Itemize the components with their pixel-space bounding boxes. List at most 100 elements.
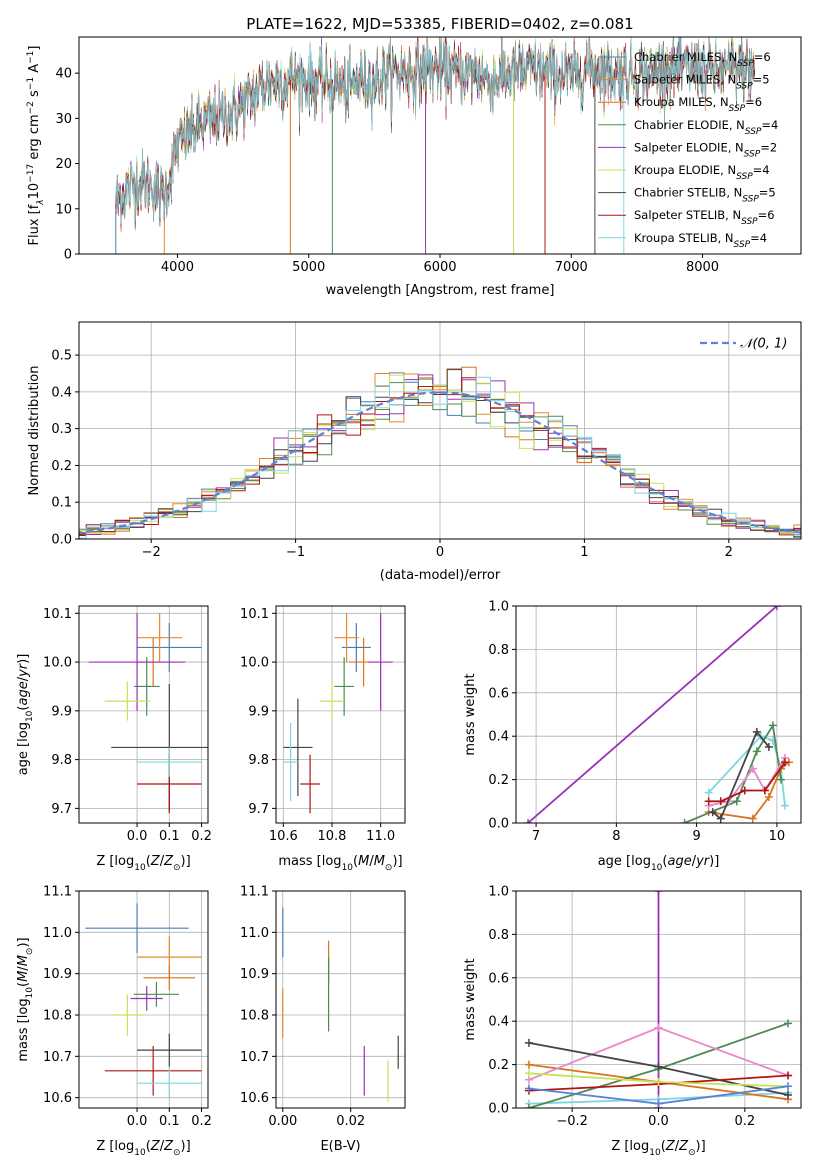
mass-weight-marker [654, 1077, 663, 1086]
mass-weight-marker [780, 801, 789, 810]
mass-weight-line-3 [684, 722, 782, 823]
plot-area [282, 907, 399, 1102]
x-tick-label: 10.8 [318, 829, 347, 844]
legend-label: Salpeter STELIB, NSSP=6 [634, 208, 775, 227]
y-tick-label: 0 [64, 248, 72, 263]
y-tick-label: 10.6 [43, 1091, 72, 1106]
x-tick-label: 0.2 [735, 1114, 756, 1129]
ticks: 0.00 0.02 10.6 10.7 10.8 10.9 11.0 11.1 [240, 885, 365, 1130]
y-tick-label: 1.0 [488, 600, 509, 615]
mass-weight-marker [764, 743, 773, 752]
mass-weight-marker [768, 721, 777, 730]
gridlines [276, 890, 405, 1108]
spectrum-line-8 [115, 37, 756, 224]
legend-label: Chabrier ELODIE, NSSP=4 [634, 118, 778, 137]
spectrum-ylabel: Flux [fλ10−17 erg cm−2 s−1 A−1] [26, 46, 46, 246]
x-tick-label: 10.6 [269, 829, 298, 844]
y-tick-label: 9.9 [248, 704, 269, 719]
x-tick-label: 0.0 [127, 1114, 148, 1129]
mass-weight-marker [704, 788, 713, 797]
gridlines [276, 606, 405, 823]
ticks: 0.0 0.1 0.2 9.7 9.8 9.9 10.0 10.1 [43, 607, 212, 844]
x-tick-label: 0.2 [191, 1114, 212, 1129]
mass-weight-marker [708, 808, 717, 817]
y-tick-label: 0.8 [488, 928, 509, 943]
y-tick-label: 0.3 [51, 422, 72, 437]
normal-curve [79, 391, 801, 534]
ticks: 0.0 0.1 0.2 10.6 10.7 10.8 10.9 11.0 11.1 [43, 885, 212, 1130]
x-tick-label: 1 [580, 545, 588, 560]
y-tick-label: 10.0 [240, 656, 269, 671]
mass-weight-marker [740, 786, 749, 795]
x-tick-label: 0.0 [127, 829, 148, 844]
plot-area [79, 366, 801, 539]
mass-weight-marker [524, 1104, 533, 1108]
mass-weight-marker [784, 1071, 793, 1080]
y-tick-label: 10.9 [240, 967, 269, 982]
mass-vs-ebv-panel: 0.00 0.02 10.6 10.7 10.8 10.9 11.0 11.1 E(B-V) [240, 885, 406, 1154]
legend-label: Salpeter ELODIE, NSSP=2 [634, 140, 777, 159]
mass-weight-vs-Z-ylabel: mass weight [463, 958, 478, 1040]
axes-frame [78, 890, 209, 1109]
plot-area [115, 37, 756, 254]
mass-weight-marker [680, 819, 689, 823]
axes-frame [78, 605, 209, 824]
spectrum-panel: 4000 5000 6000 7000 8000 0 10 20 30 40 wavelength … [26, 36, 802, 298]
plot-area [88, 613, 208, 814]
y-tick-label: 10.0 [43, 656, 72, 671]
plot-area [283, 613, 393, 814]
y-tick-label: 0.5 [51, 349, 72, 364]
x-tick-label: 0 [436, 545, 444, 560]
y-tick-label: 10 [55, 202, 72, 217]
mass-weight-line-6 [708, 761, 786, 803]
mass-weight-marker [776, 775, 785, 784]
y-tick-label: 10.8 [43, 1009, 72, 1024]
axes-frame [515, 890, 802, 1109]
mass-weight-marker [784, 1090, 793, 1099]
x-tick-label: 6000 [423, 260, 456, 275]
x-tick-label: 7 [532, 829, 540, 844]
age-vs-Z-ylabel: age [log10(age/yr)] [16, 654, 35, 776]
residuals-ylabel: Normed distribution [27, 366, 42, 496]
axes-frame [78, 321, 802, 540]
residuals-xlabel: (data-model)/error [380, 568, 501, 583]
y-tick-label: 9.7 [248, 802, 269, 817]
x-tick-label: 0.2 [191, 829, 212, 844]
y-tick-label: 10.8 [240, 1009, 269, 1024]
y-tick-label: 0.1 [51, 496, 72, 511]
mass-weight-marker [654, 1099, 663, 1108]
mass-vs-metallicity-panel: 0.0 0.1 0.2 10.6 10.7 10.8 10.9 11.0 11.1 Z [log1… [16, 885, 212, 1159]
legend-label: Chabrier STELIB, NSSP=5 [634, 186, 776, 205]
x-tick-label: 8000 [686, 260, 719, 275]
mass-weight-marker [752, 747, 761, 756]
ticks: −2 −1 0 1 2 0.0 0.1 0.2 0.3 0.4 0.5 [51, 349, 733, 560]
mass-weight-marker [764, 792, 773, 801]
x-tick-label: 0.1 [159, 1114, 180, 1129]
gridlines [79, 890, 208, 1108]
x-tick-label: 0.02 [336, 1114, 365, 1129]
mass-weight-marker [524, 1084, 533, 1093]
legend-label: Chabrier MILES, NSSP=6 [634, 50, 771, 69]
y-tick-label: 10.7 [240, 1050, 269, 1065]
histogram-8 [79, 376, 801, 539]
age-vs-metallicity-panel: 0.0 0.1 0.2 9.7 9.8 9.9 10.0 10.1 Z [log10(Z/Z⊙)… [16, 605, 212, 873]
mass-weight-marker [784, 1019, 793, 1028]
mass-weight-marker [524, 1060, 533, 1069]
age-vs-mass-xlabel: mass [log10(M/M⊙)] [278, 854, 402, 873]
y-tick-label: 40 [55, 67, 72, 82]
axes-frame [515, 605, 802, 824]
mass-weight-marker [716, 797, 725, 806]
y-tick-label: 11.0 [240, 926, 269, 941]
mass-vs-Z-ylabel: mass [log10(M/M⊙)] [16, 937, 35, 1061]
y-tick-label: 0.6 [488, 971, 509, 986]
x-tick-label: 0.1 [159, 829, 180, 844]
mass-weight-marker [524, 1038, 533, 1047]
y-tick-label: 9.9 [51, 704, 72, 719]
ticks: 4000 5000 6000 7000 8000 0 10 20 30 40 [55, 67, 719, 275]
mass-vs-Z-xlabel: Z [log10(Z/Z⊙)] [96, 1139, 190, 1158]
y-tick-label: 0.8 [488, 643, 509, 658]
x-tick-label: 0.00 [268, 1114, 297, 1129]
mass-weight-vs-age-xlabel: age [log10(age/yr)] [598, 854, 720, 873]
x-tick-label: 7000 [555, 260, 588, 275]
